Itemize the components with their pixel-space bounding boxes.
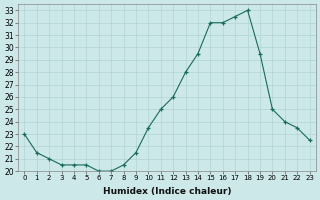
X-axis label: Humidex (Indice chaleur): Humidex (Indice chaleur) — [103, 187, 231, 196]
